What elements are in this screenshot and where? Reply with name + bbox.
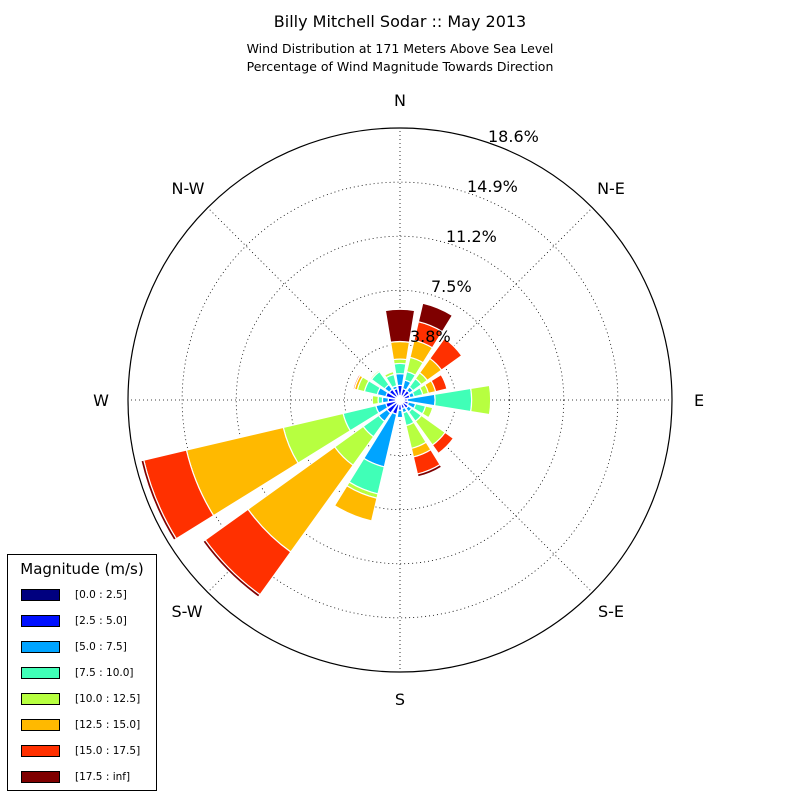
ring-label-3: 11.2% <box>446 227 497 246</box>
rose-segment <box>140 459 178 542</box>
legend-item-label: [0.0 : 2.5] <box>75 589 127 601</box>
direction-label-se: S-E <box>598 602 624 621</box>
rose-segment <box>352 373 362 391</box>
legend-item: [10.0 : 12.5] <box>21 692 140 706</box>
legend: Magnitude (m/s) [0.0 : 2.5] [2.5 : 5.0] … <box>7 554 157 791</box>
legend-swatch <box>21 615 60 627</box>
rose-segment <box>470 384 492 416</box>
legend-swatch <box>21 667 60 679</box>
rose-segment <box>202 539 261 598</box>
rose-segment <box>433 387 473 413</box>
legend-item-label: [10.0 : 12.5] <box>75 693 141 705</box>
legend-item-label: [5.0 : 7.5] <box>75 641 127 653</box>
legend-item-label: [2.5 : 5.0] <box>75 615 127 627</box>
rose-segment <box>395 373 405 387</box>
legend-swatch <box>21 771 60 783</box>
legend-item-label: [17.5 : inf] <box>75 771 131 783</box>
chart-subtitle-line2: Percentage of Wind Magnitude Towards Dir… <box>246 59 554 74</box>
rose-segment <box>333 484 378 522</box>
grid-spoke <box>399 207 593 401</box>
rose-segment <box>417 302 454 333</box>
legend-item: [15.0 : 17.5] <box>21 744 140 758</box>
legend-title: Magnitude (m/s) <box>20 560 144 578</box>
rose-segment <box>369 369 381 381</box>
outer-ring <box>127 127 673 673</box>
ring-label-5: 18.6% <box>488 127 539 146</box>
rose-segment <box>431 431 455 455</box>
chart-subtitle-line1: Wind Distribution at 171 Meters Above Se… <box>246 41 554 56</box>
rose-segment <box>416 463 443 478</box>
grid-ring <box>289 289 511 511</box>
rose-segment <box>389 340 411 361</box>
legend-item: [5.0 : 7.5] <box>21 640 127 654</box>
direction-label-ne: N-E <box>597 179 625 198</box>
rose-segment <box>383 370 395 379</box>
legend-item: [17.5 : inf] <box>21 770 130 784</box>
direction-label-e: E <box>694 391 704 410</box>
legend-item: [7.5 : 10.0] <box>21 666 133 680</box>
grid-spoke <box>207 207 401 401</box>
grid-ring <box>235 235 565 565</box>
grid-spoke <box>399 399 593 593</box>
legend-item: [0.0 : 2.5] <box>21 588 127 602</box>
rose-segment <box>384 308 416 343</box>
rose-segment <box>429 337 463 371</box>
legend-item: [2.5 : 5.0] <box>21 614 127 628</box>
legend-item-label: [15.0 : 17.5] <box>75 745 141 757</box>
chart-labels: N N-E E S-E S S-W W N-W 3.8% 7.5% 11.2% … <box>93 91 704 709</box>
grid-ring <box>181 181 619 619</box>
direction-label-sw: S-W <box>171 602 202 621</box>
wind-rose-bars <box>140 302 492 598</box>
direction-label-w: W <box>93 391 109 410</box>
rose-segment <box>381 396 390 404</box>
legend-swatch <box>21 693 60 705</box>
legend-swatch <box>21 719 60 731</box>
rose-segment <box>371 394 380 406</box>
legend-item-label: [12.5 : 15.0] <box>75 719 141 731</box>
ring-label-2: 7.5% <box>431 277 472 296</box>
chart-title: Billy Mitchell Sodar :: May 2013 <box>273 12 527 31</box>
legend-item-label: [7.5 : 10.0] <box>75 667 134 679</box>
legend-swatch <box>21 745 60 757</box>
ring-label-4: 14.9% <box>467 177 518 196</box>
outer-circle <box>127 127 673 673</box>
legend-swatch <box>21 641 60 653</box>
rose-segment <box>396 409 404 419</box>
rose-segment <box>430 373 448 393</box>
direction-label-n: N <box>394 91 406 110</box>
legend-item: [12.5 : 15.0] <box>21 718 140 732</box>
direction-label-s: S <box>395 690 405 709</box>
ring-label-1: 3.8% <box>410 327 451 346</box>
direction-label-nw: N-W <box>172 179 205 198</box>
rose-segment <box>393 362 407 375</box>
legend-swatch <box>21 589 60 601</box>
rose-segment <box>421 405 434 419</box>
